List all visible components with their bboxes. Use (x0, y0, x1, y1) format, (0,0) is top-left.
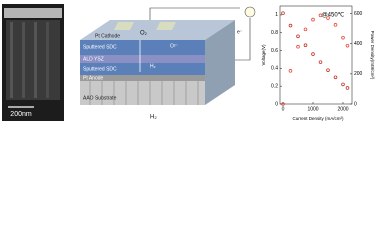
substrate-label: AAO Substrate (83, 95, 117, 101)
data-point (345, 43, 350, 48)
cathode-label: Pt Cathode (95, 33, 120, 39)
y-tick-label: 0.6 (271, 48, 278, 54)
data-point (318, 13, 323, 18)
data-point (326, 68, 330, 72)
y-tick-label: 0.8 (271, 30, 278, 36)
hydrogen-label: H₂ (150, 115, 157, 121)
chart: Voltage(V) Power Density(mW/cm²) Current… (261, 5, 375, 121)
data-point (281, 102, 285, 106)
y2-tick-label: 0 (354, 101, 357, 107)
y-tick-label: 0.2 (271, 84, 278, 90)
data-point (288, 23, 293, 28)
x-axis-label: Current Density (mA/cm²) (292, 116, 344, 121)
data-point (345, 86, 350, 90)
data-point (296, 34, 300, 39)
y-axis-label: Voltage(V) (261, 44, 266, 66)
layer-label: Sputtered SDC (83, 66, 117, 72)
y-tick-label: 0.4 (271, 66, 278, 72)
hydrogen-label: H₂ (150, 63, 156, 69)
data-point (341, 82, 345, 87)
y2-tick-label: 400 (354, 41, 363, 47)
data-point (311, 52, 315, 56)
data-point (296, 44, 300, 49)
sem-image: 200nm (2, 4, 64, 121)
figure: 200nm Pt Cathode O₂ O²⁻ e⁻ Sputtered SDC… (2, 4, 375, 121)
electron-label: e⁻ (237, 29, 243, 35)
data-point (303, 43, 308, 47)
layer-label: Sputtered SDC (83, 44, 117, 50)
x-tick-label: 1000 (307, 106, 318, 112)
layer-label: ALD YSZ (83, 56, 104, 62)
data-point (288, 69, 293, 73)
y2-tick-label: 600 (354, 11, 363, 17)
layer-label: Pt Anode (83, 75, 104, 81)
annotation: @450℃ (322, 13, 345, 19)
data-point (333, 75, 338, 80)
y-tick-label: 1 (275, 12, 278, 18)
oxide-ion-label: O²⁻ (170, 43, 179, 49)
plot-frame (279, 5, 353, 105)
data-point (326, 16, 330, 20)
x-tick-label: 2000 (337, 106, 348, 112)
data-point (318, 60, 323, 64)
cell-schematic: Pt Cathode O₂ O²⁻ e⁻ Sputtered SDC ALD Y… (80, 6, 256, 121)
data-point (341, 35, 345, 40)
data-point (333, 23, 338, 27)
oxygen-label: O₂ (140, 31, 148, 37)
x-tick-label: 0 (282, 106, 285, 112)
y2-tick-label: 200 (354, 71, 363, 77)
data-point (311, 17, 315, 22)
scale-bar: 200nm (10, 111, 32, 118)
y-tick-label: 0 (275, 101, 278, 107)
data-point (303, 27, 308, 32)
y2-axis-label: Power Density(mW/cm²) (370, 31, 375, 80)
data-point (281, 11, 285, 15)
